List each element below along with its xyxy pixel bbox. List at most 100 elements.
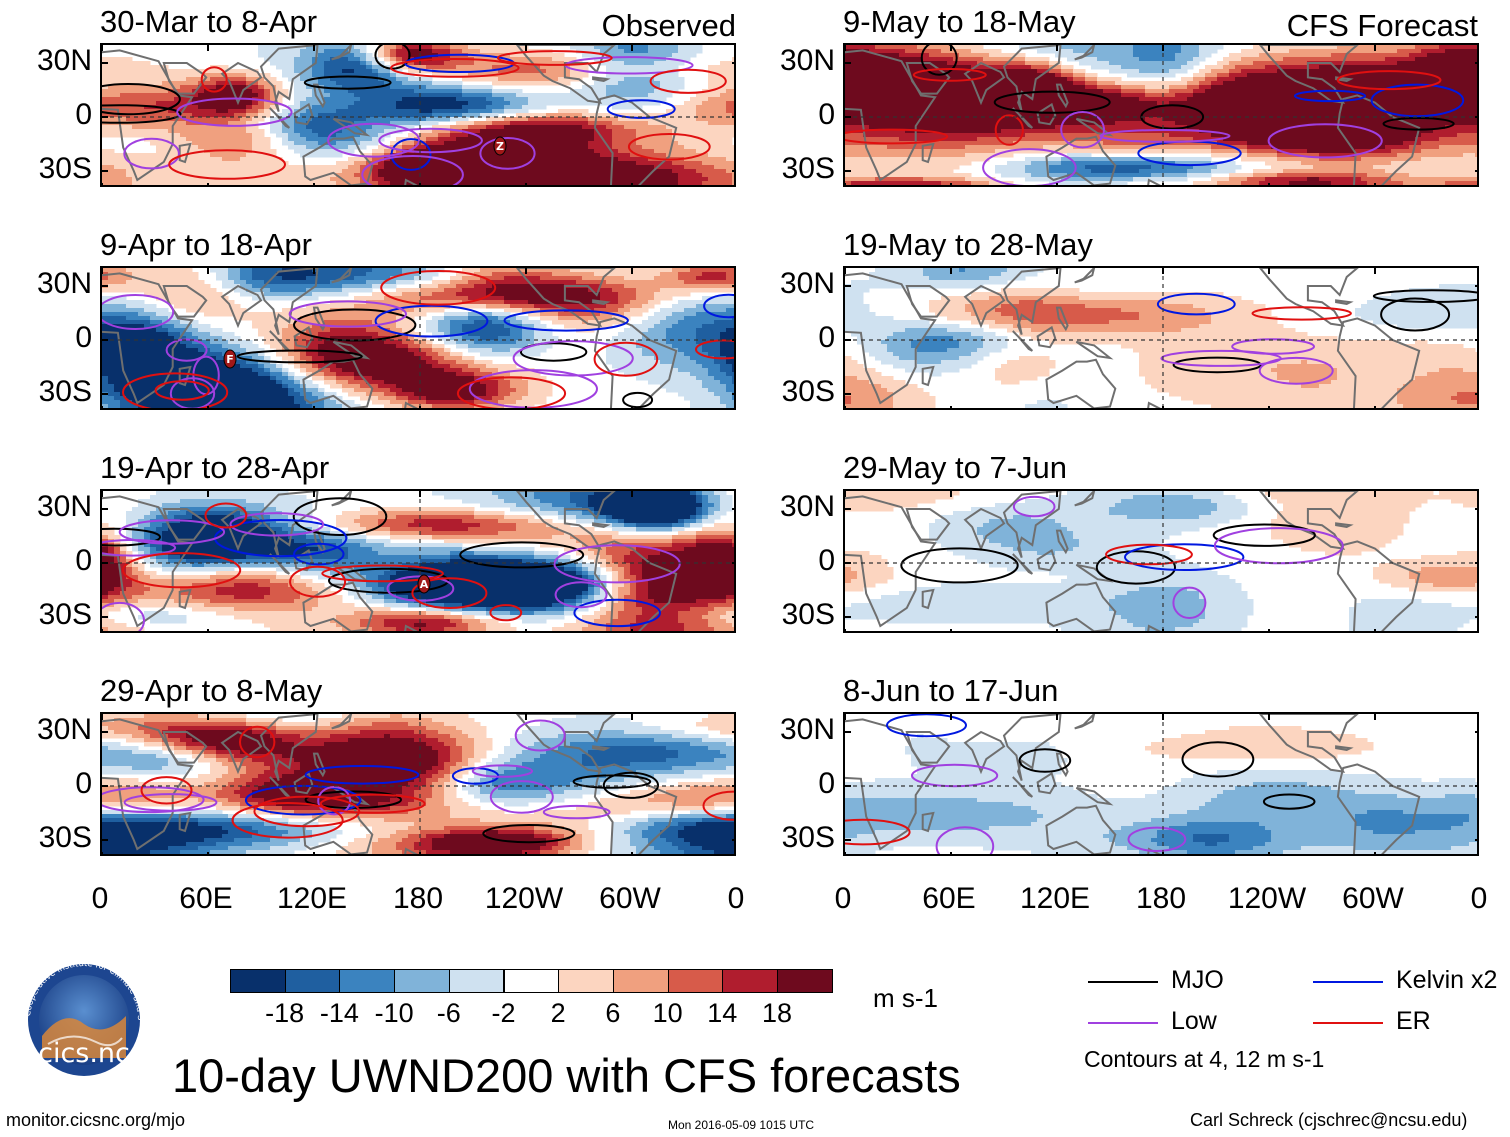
anomaly-cell — [468, 316, 475, 321]
anomaly-cell — [300, 141, 307, 146]
anomaly-cell — [618, 65, 625, 70]
anomaly-cell — [636, 296, 643, 301]
anomaly-cell — [306, 57, 313, 62]
anomaly-cell — [726, 280, 733, 285]
anomaly-cell — [456, 296, 463, 301]
anomaly-cell — [354, 101, 361, 106]
anomaly-cell — [330, 165, 337, 170]
anomaly-cell — [606, 85, 613, 90]
anomaly-cell — [198, 181, 205, 185]
anomaly-cell — [168, 125, 175, 130]
anomaly-cell — [696, 328, 703, 333]
anomaly-cell — [522, 105, 529, 110]
anomaly-cell — [240, 153, 247, 158]
anomaly-cell — [642, 173, 649, 178]
anomaly-cell — [612, 145, 619, 150]
anomaly-cell — [492, 185, 499, 187]
anomaly-cell — [174, 332, 181, 337]
anomaly-cell — [456, 113, 463, 118]
anomaly-cell — [462, 89, 469, 94]
anomaly-cell — [462, 133, 469, 138]
anomaly-cell — [636, 288, 643, 293]
anomaly-cell — [708, 73, 715, 78]
anomaly-cell — [342, 45, 349, 50]
anomaly-cell — [462, 173, 469, 178]
anomaly-cell — [198, 101, 205, 106]
anomaly-cell — [414, 276, 421, 281]
anomaly-cell — [408, 105, 415, 110]
anomaly-cell — [234, 153, 241, 158]
anomaly-cell — [666, 85, 673, 90]
anomaly-cell — [204, 81, 211, 86]
anomaly-cell — [618, 177, 625, 182]
anomaly-cell — [264, 45, 271, 50]
anomaly-cell — [204, 77, 211, 82]
anomaly-cell — [330, 101, 337, 106]
anomaly-cell — [624, 89, 631, 94]
anomaly-cell — [234, 161, 241, 166]
anomaly-cell — [168, 324, 175, 329]
anomaly-cell — [546, 153, 553, 158]
anomaly-cell — [396, 324, 403, 329]
anomaly-cell — [336, 101, 343, 106]
anomaly-cell — [228, 169, 235, 174]
anomaly-cell — [390, 141, 397, 146]
anomaly-cell — [552, 280, 559, 285]
anomaly-cell — [612, 141, 619, 146]
anomaly-cell — [576, 133, 583, 138]
anomaly-cell — [612, 89, 619, 94]
anomaly-cell — [648, 149, 655, 154]
anomaly-cell — [696, 304, 703, 309]
anomaly-cell — [108, 129, 115, 134]
anomaly-cell — [306, 89, 313, 94]
anomaly-cell — [210, 145, 217, 150]
anomaly-cell — [354, 105, 361, 110]
anomaly-cell — [348, 328, 355, 333]
anomaly-cell — [432, 113, 439, 118]
anomaly-cell — [660, 276, 667, 281]
anomaly-cell — [312, 145, 319, 150]
anomaly-cell — [330, 81, 337, 86]
anomaly-cell — [216, 109, 223, 114]
anomaly-cell — [162, 276, 169, 281]
anomaly-cell — [150, 125, 157, 130]
anomaly-cell — [654, 324, 661, 329]
anomaly-cell — [510, 89, 517, 94]
anomaly-cell — [564, 149, 571, 154]
anomaly-cell — [456, 300, 463, 305]
anomaly-cell — [552, 161, 559, 166]
anomaly-cell — [432, 153, 439, 158]
anomaly-cell — [642, 272, 649, 277]
anomaly-cell — [492, 312, 499, 317]
anomaly-cell — [366, 77, 373, 82]
anomaly-cell — [702, 276, 709, 281]
anomaly-cell — [660, 49, 667, 54]
anomaly-cell — [348, 185, 355, 187]
anomaly-cell — [510, 165, 517, 170]
anomaly-cell — [612, 69, 619, 74]
anomaly-cell — [612, 121, 619, 126]
anomaly-cell — [306, 45, 313, 50]
anomaly-cell — [528, 121, 535, 126]
anomaly-cell — [450, 129, 457, 134]
anomaly-cell — [384, 85, 391, 90]
anomaly-cell — [366, 185, 373, 187]
anomaly-cell — [258, 284, 265, 289]
anomaly-cell — [570, 129, 577, 134]
anomaly-cell — [528, 77, 535, 82]
anomaly-cell — [678, 145, 685, 150]
y-tick-label: 30N — [12, 46, 92, 76]
anomaly-cell — [684, 45, 691, 50]
anomaly-cell — [102, 268, 109, 273]
anomaly-cell — [144, 65, 151, 70]
anomaly-cell — [360, 49, 367, 54]
anomaly-cell — [492, 125, 499, 130]
anomaly-cell — [432, 300, 439, 305]
anomaly-cell — [444, 65, 451, 70]
anomaly-cell — [642, 85, 649, 90]
anomaly-cell — [270, 288, 277, 293]
anomaly-cell — [222, 113, 229, 118]
anomaly-cell — [144, 280, 151, 285]
anomaly-cell — [420, 85, 427, 90]
anomaly-cell — [522, 324, 529, 329]
